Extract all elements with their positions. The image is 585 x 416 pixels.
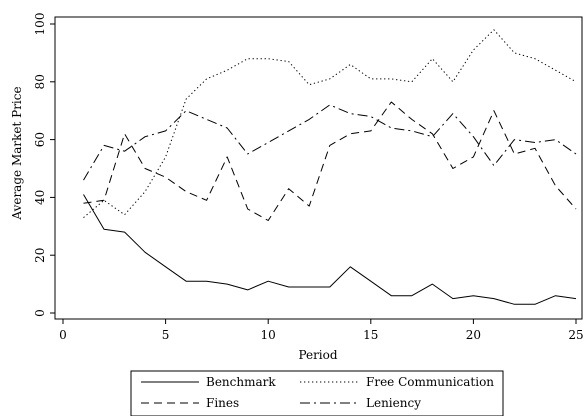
x-tick-label: 10 bbox=[261, 328, 276, 342]
y-axis-title: Average Market Price bbox=[10, 86, 24, 220]
legend-label: Leniency bbox=[366, 396, 421, 410]
legend-label: Benchmark bbox=[206, 375, 276, 389]
y-tick-label: 20 bbox=[33, 248, 47, 263]
x-axis-title: Period bbox=[298, 348, 337, 362]
series-layer bbox=[83, 29, 577, 305]
axes: 0 5 10 15 20 25 0 20 40 60 80 100 bbox=[33, 13, 584, 342]
series-line-benchmark bbox=[83, 194, 577, 305]
y-tick-label: 40 bbox=[33, 190, 47, 205]
series-line-leniency bbox=[83, 104, 577, 181]
legend-box bbox=[130, 370, 504, 416]
x-tick-label: 20 bbox=[466, 328, 481, 342]
x-tick-label: 25 bbox=[568, 328, 583, 342]
x-tick-label: 0 bbox=[59, 328, 67, 342]
y-tick-label: 100 bbox=[33, 13, 47, 36]
y-tick-label: 0 bbox=[33, 309, 47, 317]
series-line-free-communication bbox=[83, 29, 577, 218]
series-line-fines bbox=[83, 101, 577, 221]
y-tick-label: 80 bbox=[33, 74, 47, 89]
y-tick-label: 60 bbox=[33, 132, 47, 147]
legend: Benchmark Free Communication Fines Leniency bbox=[130, 370, 504, 416]
plot-frame bbox=[54, 16, 583, 320]
x-tick-label: 5 bbox=[162, 328, 170, 342]
legend-label: Free Communication bbox=[366, 375, 494, 389]
legend-label: Fines bbox=[206, 396, 239, 410]
x-tick-label: 15 bbox=[363, 328, 378, 342]
